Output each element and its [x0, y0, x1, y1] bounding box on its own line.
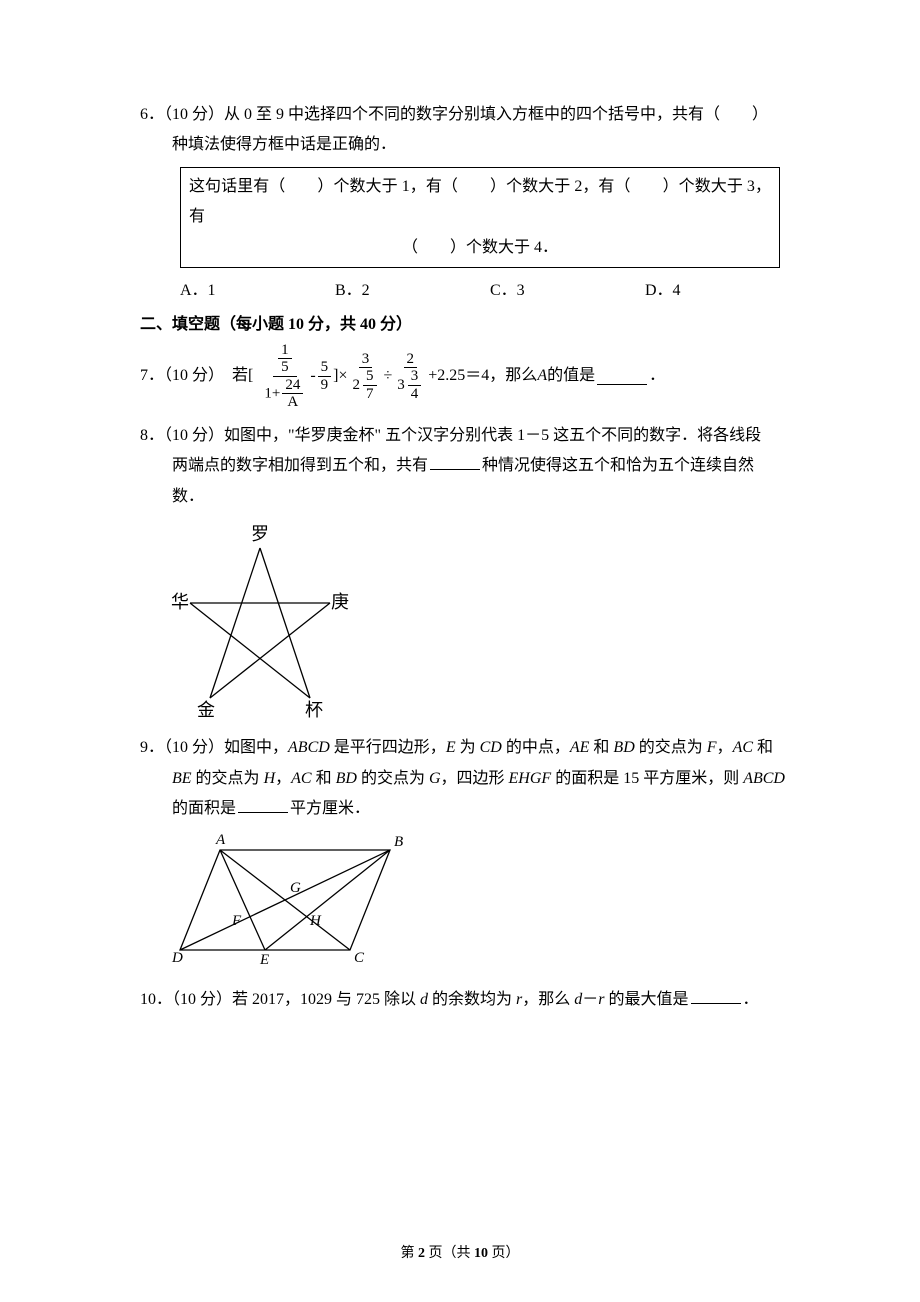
q8-line2: 两端点的数字相加得到五个和，共有种情况使得这五个和恰为五个连续自然: [140, 451, 800, 481]
star-label-bl: 金: [197, 700, 215, 718]
q7-prefix: 7．（10 分） 若[: [140, 365, 253, 387]
q6-opt-c: C．3: [490, 276, 645, 300]
pt-D: D: [171, 950, 183, 966]
q8-line1: 8．（10 分）如图中，"华罗庚金杯" 五个汉字分别代表 1－5 这五个不同的数…: [140, 421, 800, 451]
q7-tail1: +2.25＝4，那么: [428, 365, 537, 387]
pt-B: B: [394, 834, 403, 850]
q7-frac4: 2 3 3 4: [394, 351, 426, 403]
star-label-top: 罗: [251, 524, 269, 544]
q6-line2: 种填法使得方框中话是正确的．: [140, 130, 800, 160]
page-footer: 第 2 页（共 10 页）: [0, 1242, 920, 1262]
q9-line3: 的面积是平方厘米．: [140, 794, 800, 824]
q7-blank: [597, 368, 647, 385]
q6-box-line1: 这句话里有（ ）个数大于 1，有（ ）个数大于 2，有（ ）个数大于 3，有: [189, 172, 771, 233]
q7-div: ÷: [384, 365, 393, 387]
q6-options: A．1 B．2 C．3 D．4: [180, 276, 800, 300]
pt-C: C: [354, 950, 365, 966]
pt-G: G: [290, 880, 301, 896]
star-label-right: 庚: [331, 592, 349, 612]
q6-opt-b: B．2: [335, 276, 490, 300]
q7-frac1: 1 5 1+ 24 A: [261, 342, 308, 411]
q7: 7．（10 分） 若[ 1 5 1+ 24 A - 5 9 ]× 3: [140, 342, 800, 411]
q6-opt-d: D．4: [645, 276, 800, 300]
q7-tail2: 的值是: [547, 365, 595, 387]
q10: 10．（10 分）若 2017，1029 与 725 除以 d 的余数均为 r，…: [140, 985, 800, 1015]
q8-line3: 数．: [140, 482, 800, 512]
pt-A: A: [215, 832, 226, 848]
q8-figure: 罗 华 庚 金 杯: [170, 518, 800, 723]
q8-blank: [430, 453, 480, 470]
q7-period: ．: [649, 365, 665, 387]
q9-line1: 9．（10 分）如图中，ABCD 是平行四边形，E 为 CD 的中点，AE 和 …: [140, 733, 800, 763]
pt-E: E: [259, 952, 269, 968]
q7-frac2: 5 9: [318, 359, 332, 393]
exam-page: 6．（10 分）从 0 至 9 中选择四个不同的数字分别填入方框中的四个括号中，…: [0, 0, 920, 1302]
q7-var: A: [537, 365, 547, 387]
q6-box: 这句话里有（ ）个数大于 1，有（ ）个数大于 2，有（ ）个数大于 3，有 （…: [180, 167, 780, 268]
star-label-left: 华: [171, 592, 189, 612]
q6-box-line2: （ ）个数大于 4．: [189, 233, 771, 263]
pt-H: H: [309, 913, 322, 929]
q7-frac3: 3 2 5 7: [350, 351, 382, 403]
q10-blank: [691, 987, 741, 1004]
q9-blank: [238, 796, 288, 813]
section-2-title: 二、填空题（每小题 10 分，共 40 分）: [140, 310, 800, 334]
q9-line2: BE 的交点为 H，AC 和 BD 的交点为 G，四边形 EHGF 的面积是 1…: [140, 764, 800, 794]
q6-line1: 6．（10 分）从 0 至 9 中选择四个不同的数字分别填入方框中的四个括号中，…: [140, 100, 800, 130]
pt-F: F: [231, 913, 242, 929]
star-label-br: 杯: [305, 700, 323, 718]
q6-opt-a: A．1: [180, 276, 335, 300]
q9-figure: A B C D E F G H: [170, 830, 800, 975]
q7-bracket-close: ]×: [333, 365, 347, 387]
q7-minus: -: [310, 365, 315, 387]
